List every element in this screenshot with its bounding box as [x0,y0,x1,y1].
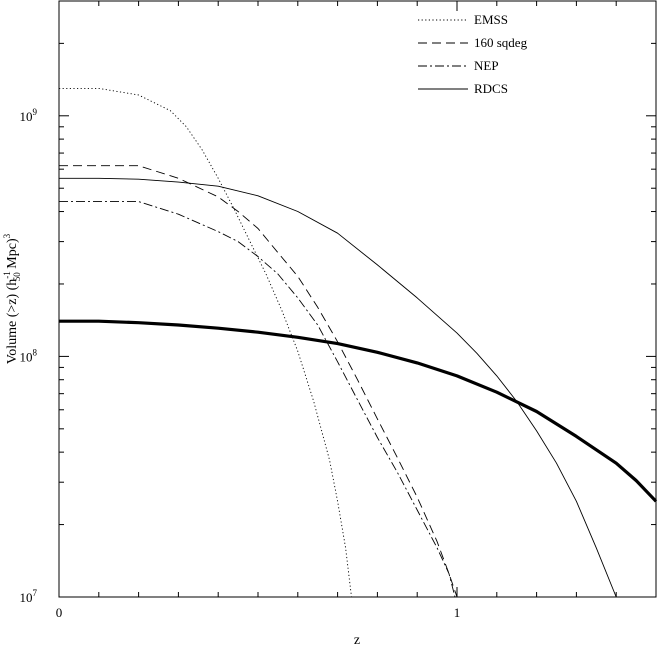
y-tick-label: 107 [20,588,38,605]
y-axis-title-unit: Mpc) [5,238,20,272]
y-axis-title: Volume (>z) (h-150 Mpc)3 [2,233,22,364]
legend-label: EMSS [474,12,508,27]
y-tick-label-base: 10 [20,349,33,364]
legend-label: 160 sqdeg [474,35,528,50]
y-axis-title-sup: -1 [2,271,12,279]
legend: EMSS 160 sqdeg NEP RDCS [418,12,528,96]
y-tick-label-exp: 8 [33,347,38,357]
series-line-unlabeled-thick [59,319,658,503]
y-tick-label-base: 10 [20,109,33,124]
series-line-160-sqdeg [59,165,458,598]
y-tick-label-base: 10 [20,590,33,605]
y-tick-label-exp: 7 [33,588,38,598]
y-axis-title-exp: 3 [2,233,12,238]
y-axis-title-main: Volume (>z) (h [5,279,20,364]
series-line-rdcs [59,177,617,598]
legend-label: RDCS [474,81,508,96]
series-line-nep [59,201,456,598]
y-tick-label: 109 [20,107,38,124]
series-layer [59,87,658,598]
plot-frame [58,0,657,598]
x-axis-title: z [354,633,360,648]
legend-label: NEP [474,58,499,73]
x-tick-label: 0 [56,605,63,620]
y-tick-label: 108 [20,347,38,364]
y-tick-label-exp: 9 [33,107,38,117]
y-axis-title-sub: 50 [12,272,22,282]
x-tick-label: 1 [454,605,461,620]
